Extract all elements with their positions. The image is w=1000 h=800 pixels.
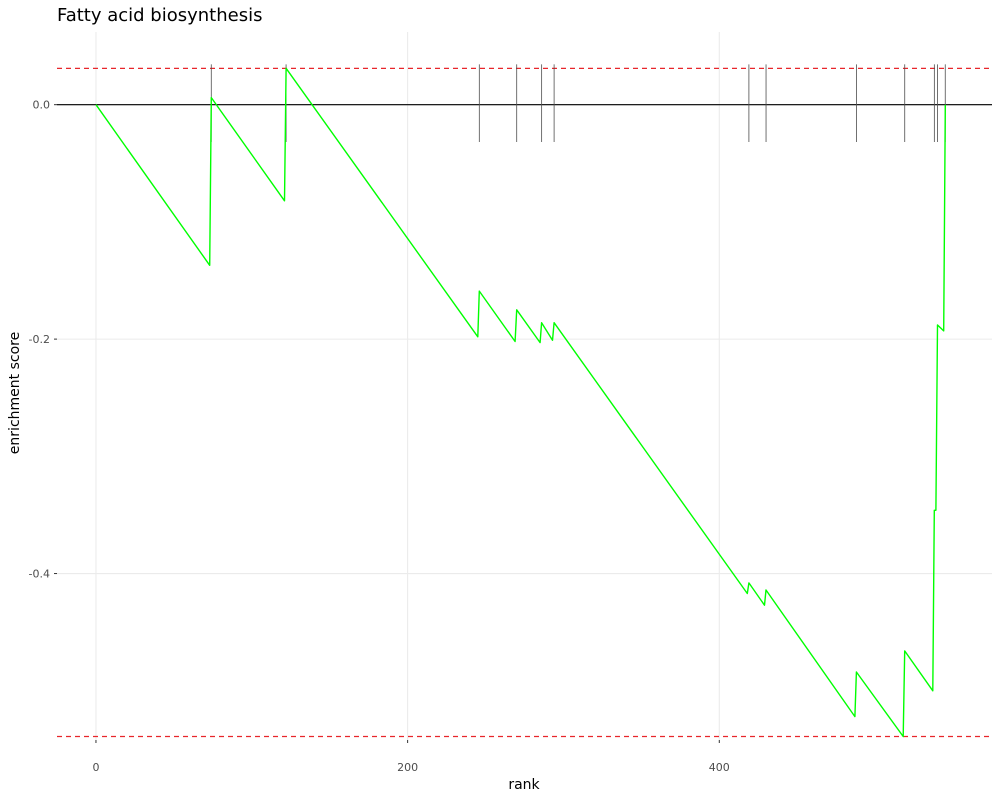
y-tick-label: -0.4 — [29, 568, 50, 581]
x-axis-ticks: 0 200 400 — [92, 740, 730, 774]
y-axis-label: enrichment score — [7, 332, 23, 454]
x-tick-label: 400 — [709, 761, 730, 774]
y-axis-ticks: 0.0 -0.2 -0.4 — [29, 99, 57, 581]
enrichment-score-line — [95, 67, 946, 738]
chart-title: Fatty acid biosynthesis — [57, 5, 262, 26]
gene-hit-ticks — [210, 64, 946, 143]
x-tick-label: 0 — [92, 761, 99, 774]
y-tick-label: -0.2 — [29, 333, 50, 346]
grid — [57, 32, 992, 740]
y-tick-label: 0.0 — [33, 99, 51, 112]
x-tick-label: 200 — [397, 761, 418, 774]
series-layer — [95, 67, 946, 738]
x-axis-label: rank — [508, 777, 540, 793]
reference-lines — [57, 67, 992, 738]
